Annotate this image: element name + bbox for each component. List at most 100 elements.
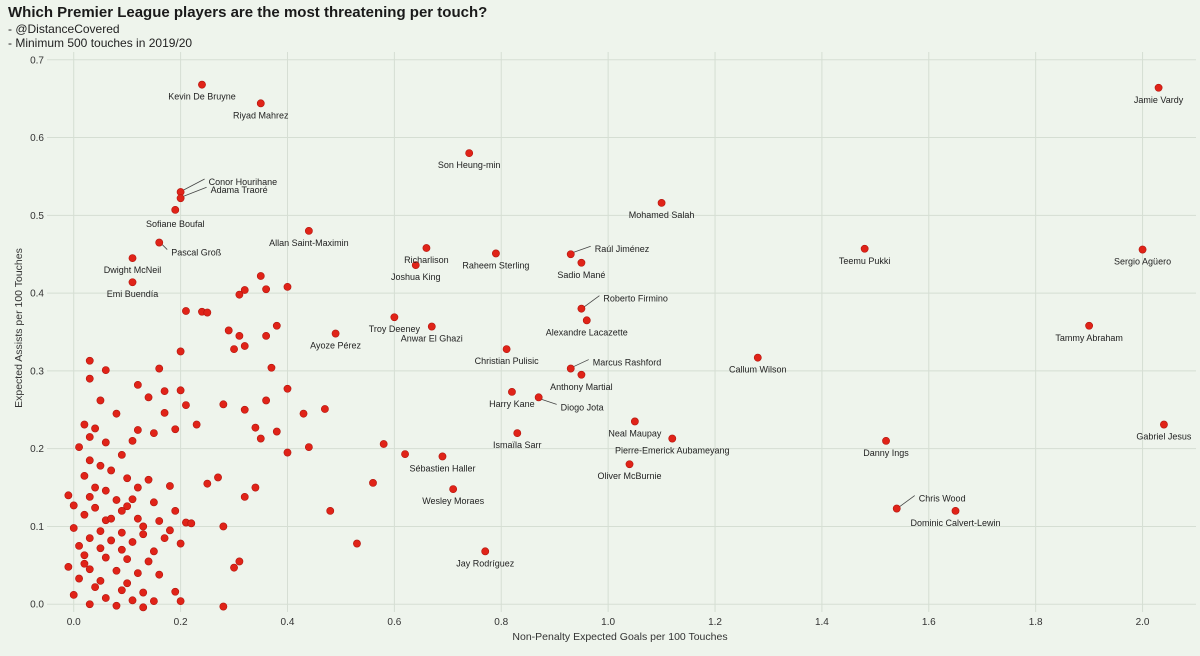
data-point — [235, 331, 244, 340]
data-point — [214, 473, 222, 482]
data-point — [369, 478, 377, 487]
point-label: Mohamed Salah — [629, 210, 695, 220]
data-point — [331, 329, 340, 338]
leader-line — [584, 295, 600, 307]
data-point — [133, 569, 142, 578]
point-label: Teemu Pukki — [839, 256, 891, 266]
leader-line — [899, 495, 915, 507]
data-point — [139, 522, 148, 531]
data-point — [566, 364, 575, 373]
data-point — [96, 527, 105, 536]
data-point — [240, 342, 249, 350]
point-label: Raheem Sterling — [462, 260, 529, 270]
data-point — [149, 498, 158, 507]
data-point — [171, 205, 180, 214]
leader-line — [161, 244, 168, 250]
data-point — [80, 471, 89, 480]
point-label: Oliver McBurnie — [598, 471, 662, 481]
y-tick-label: 0.6 — [30, 133, 44, 144]
data-point — [107, 514, 116, 523]
data-point — [230, 563, 238, 572]
leader-line — [183, 178, 205, 191]
data-point — [176, 597, 185, 606]
data-point — [171, 425, 180, 434]
data-point — [139, 588, 148, 597]
data-point — [267, 363, 276, 372]
data-point — [203, 308, 212, 317]
data-point — [283, 282, 292, 291]
point-label: Wesley Moraes — [422, 496, 484, 506]
data-point — [577, 304, 586, 313]
data-point — [128, 278, 137, 287]
data-point — [534, 393, 543, 402]
data-point — [427, 322, 436, 331]
subtitle-line: - @DistanceCovered — [8, 22, 120, 36]
data-point — [91, 424, 99, 433]
leader-line — [573, 359, 589, 367]
data-point — [96, 576, 105, 585]
point-label: Ayoze Pérez — [310, 341, 361, 351]
data-point — [513, 429, 522, 438]
point-label: Sofiane Boufal — [146, 219, 205, 229]
point-label: Anwar El Ghazi — [401, 334, 463, 344]
data-point — [117, 450, 126, 459]
data-point — [85, 492, 94, 501]
data-point — [69, 501, 78, 510]
data-point — [411, 261, 420, 270]
data-point — [155, 238, 164, 247]
y-tick-label: 0.5 — [30, 211, 44, 222]
data-point — [251, 483, 260, 492]
point-label: Joshua King — [391, 272, 441, 282]
data-point — [117, 506, 126, 515]
data-point — [160, 534, 169, 543]
data-point — [251, 423, 260, 432]
data-point — [171, 587, 180, 596]
data-point — [353, 539, 361, 548]
data-point — [176, 194, 185, 203]
point-label: Sergio Agüero — [1114, 257, 1171, 267]
data-point — [235, 290, 244, 299]
data-point — [128, 254, 137, 263]
chart-title: Which Premier League players are the mos… — [8, 4, 488, 21]
data-point — [155, 570, 164, 579]
data-point — [117, 586, 126, 595]
point-label: Danny Ings — [863, 448, 909, 458]
point-label: Sébastien Haller — [409, 463, 475, 473]
data-point — [230, 345, 238, 354]
data-point — [80, 551, 89, 560]
point-label: Alexandre Lacazette — [546, 327, 628, 337]
data-point — [139, 603, 148, 612]
data-point — [133, 483, 142, 492]
data-point — [187, 519, 196, 528]
data-point — [1160, 420, 1168, 429]
data-point — [577, 370, 586, 379]
data-point — [566, 250, 575, 259]
data-point — [219, 602, 228, 611]
data-point — [123, 474, 132, 483]
data-point — [582, 316, 591, 325]
data-point — [85, 433, 94, 441]
data-point — [326, 506, 335, 515]
data-point — [283, 448, 292, 457]
data-point — [128, 596, 137, 605]
point-label: Roberto Firmino — [603, 294, 668, 304]
x-tick-label: 1.8 — [1029, 617, 1043, 628]
data-point — [91, 583, 99, 592]
data-point — [256, 434, 265, 443]
point-label: Raúl Jiménez — [595, 244, 650, 254]
data-point — [882, 436, 890, 445]
x-tick-label: 0.4 — [281, 617, 295, 628]
point-label: Pascal Groß — [171, 248, 222, 258]
data-point — [166, 526, 174, 535]
point-label: Jay Rodríguez — [456, 558, 515, 568]
point-label: Troy Deeney — [369, 324, 421, 334]
subtitle-line: - Minimum 500 touches in 2019/20 — [8, 36, 193, 50]
data-point — [85, 534, 94, 543]
data-point — [753, 353, 762, 362]
data-point — [219, 522, 228, 531]
data-point — [401, 450, 409, 459]
point-label: Richarlison — [404, 255, 449, 265]
data-point — [128, 436, 137, 445]
data-point — [91, 483, 99, 492]
